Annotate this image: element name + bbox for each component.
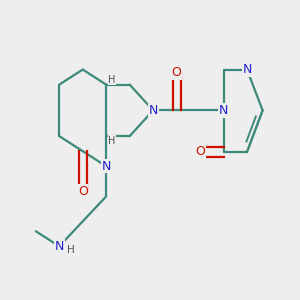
Text: O: O: [172, 66, 182, 79]
Text: N: N: [55, 240, 64, 253]
Text: N: N: [242, 63, 252, 76]
Text: N: N: [219, 104, 228, 117]
Text: H: H: [108, 75, 116, 85]
Text: O: O: [78, 185, 88, 198]
Text: H: H: [108, 136, 116, 146]
Text: H: H: [67, 245, 75, 255]
Text: O: O: [195, 146, 205, 158]
Text: N: N: [148, 104, 158, 117]
Text: N: N: [101, 160, 111, 173]
